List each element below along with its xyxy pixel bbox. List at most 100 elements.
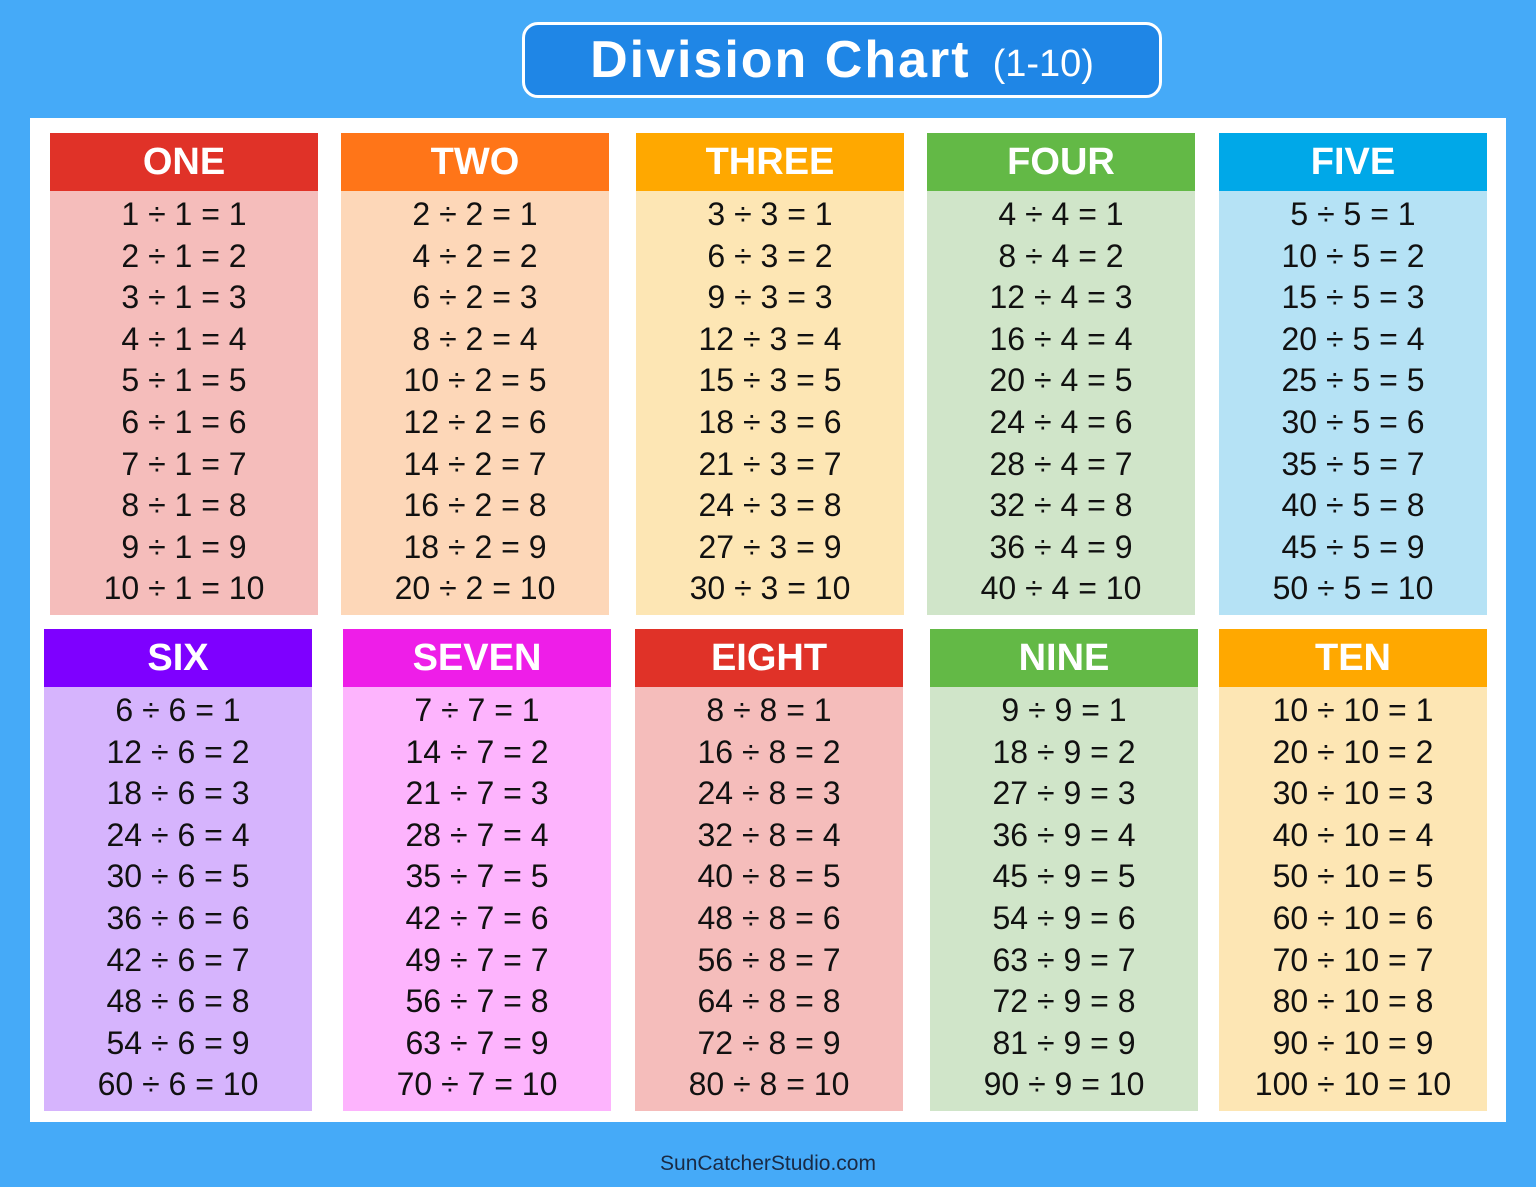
equation: 90 ÷ 10 = 9 <box>1272 1024 1434 1061</box>
title-box: Division Chart (1-10) <box>522 22 1162 98</box>
panel: ONE 1 ÷ 1 = 1 2 ÷ 1 = 2 3 ÷ 1 = 3 4 ÷ 1 = 4 5… <box>30 118 1506 1122</box>
card-body: 8 ÷ 8 = 1 16 ÷ 8 = 2 24 ÷ 8 = 3 32 ÷ 8 = 4 4… <box>635 687 903 1111</box>
equation: 35 ÷ 5 = 7 <box>1281 445 1425 482</box>
card-title: ONE <box>50 133 318 191</box>
equation: 60 ÷ 10 = 6 <box>1272 899 1434 936</box>
card: TWO 2 ÷ 2 = 1 4 ÷ 2 = 2 6 ÷ 2 = 3 8 ÷ 2 = 4 1… <box>341 133 609 615</box>
equation: 1 ÷ 1 = 1 <box>121 196 247 232</box>
equation: 12 ÷ 2 = 6 <box>403 403 547 440</box>
equation: 80 ÷ 10 = 8 <box>1272 983 1434 1020</box>
equation: 40 ÷ 4 = 10 <box>980 570 1142 607</box>
equation: 12 ÷ 6 = 2 <box>106 733 250 770</box>
equation: 10 ÷ 10 = 1 <box>1272 692 1434 728</box>
card: EIGHT 8 ÷ 8 = 1 16 ÷ 8 = 2 24 ÷ 8 = 3 32 ÷ 8… <box>635 629 903 1111</box>
equation: 6 ÷ 6 = 1 <box>115 692 241 728</box>
equation: 16 ÷ 2 = 8 <box>403 487 547 524</box>
subtitle: (1-10) <box>992 42 1094 85</box>
equation: 6 ÷ 1 = 6 <box>121 403 247 440</box>
card-body: 7 ÷ 7 = 1 14 ÷ 7 = 2 21 ÷ 7 = 3 28 ÷ 7 = 4 3… <box>343 687 611 1111</box>
card-body: 2 ÷ 2 = 1 4 ÷ 2 = 2 6 ÷ 2 = 3 8 ÷ 2 = 4 10 ÷… <box>341 191 609 615</box>
equation: 24 ÷ 3 = 8 <box>698 487 842 524</box>
equation: 3 ÷ 3 = 1 <box>707 196 833 232</box>
equation: 15 ÷ 5 = 3 <box>1281 279 1425 316</box>
equation: 7 ÷ 7 = 1 <box>414 692 540 728</box>
card: SIX 6 ÷ 6 = 1 12 ÷ 6 = 2 18 ÷ 6 = 3 24 ÷ 6 =… <box>44 629 312 1111</box>
card-body: 6 ÷ 6 = 1 12 ÷ 6 = 2 18 ÷ 6 = 3 24 ÷ 6 = 4 3… <box>44 687 312 1111</box>
card-body: 4 ÷ 4 = 1 8 ÷ 4 = 2 12 ÷ 4 = 3 16 ÷ 4 = 4 20… <box>927 191 1195 615</box>
equation: 5 ÷ 1 = 5 <box>121 362 247 399</box>
equation: 3 ÷ 1 = 3 <box>121 279 247 316</box>
equation: 24 ÷ 6 = 4 <box>106 816 250 853</box>
equation: 40 ÷ 5 = 8 <box>1281 487 1425 524</box>
equation: 7 ÷ 1 = 7 <box>121 445 247 482</box>
card-title: FOUR <box>927 133 1195 191</box>
equation: 49 ÷ 7 = 7 <box>405 941 549 978</box>
equation: 42 ÷ 7 = 6 <box>405 899 549 936</box>
equation: 32 ÷ 8 = 4 <box>697 816 841 853</box>
equation: 36 ÷ 4 = 9 <box>989 528 1133 565</box>
equation: 18 ÷ 3 = 6 <box>698 403 842 440</box>
card-body: 10 ÷ 10 = 1 20 ÷ 10 = 2 30 ÷ 10 = 3 40 ÷ 10… <box>1219 687 1487 1111</box>
equation: 50 ÷ 10 = 5 <box>1272 858 1434 895</box>
card-title: NINE <box>930 629 1198 687</box>
equation: 10 ÷ 5 = 2 <box>1281 237 1425 274</box>
card-title: FIVE <box>1219 133 1487 191</box>
equation: 30 ÷ 3 = 10 <box>689 570 851 607</box>
equation: 54 ÷ 6 = 9 <box>106 1024 250 1061</box>
equation: 56 ÷ 7 = 8 <box>405 983 549 1020</box>
card-body: 1 ÷ 1 = 1 2 ÷ 1 = 2 3 ÷ 1 = 3 4 ÷ 1 = 4 5 ÷ … <box>50 191 318 615</box>
equation: 27 ÷ 9 = 3 <box>992 775 1136 812</box>
equation: 28 ÷ 7 = 4 <box>405 816 549 853</box>
equation: 80 ÷ 8 = 10 <box>688 1066 850 1103</box>
title: Division Chart <box>590 31 971 89</box>
equation: 6 ÷ 3 = 2 <box>707 237 833 274</box>
equation: 18 ÷ 9 = 2 <box>992 733 1136 770</box>
equation: 30 ÷ 5 = 6 <box>1281 403 1425 440</box>
equation: 2 ÷ 1 = 2 <box>121 237 247 274</box>
equation: 9 ÷ 9 = 1 <box>1001 692 1127 728</box>
equation: 45 ÷ 9 = 5 <box>992 858 1136 895</box>
equation: 12 ÷ 3 = 4 <box>698 320 842 357</box>
equation: 35 ÷ 7 = 5 <box>405 858 549 895</box>
equation: 20 ÷ 10 = 2 <box>1272 733 1434 770</box>
equation: 27 ÷ 3 = 9 <box>698 528 842 565</box>
equation: 70 ÷ 10 = 7 <box>1272 941 1434 978</box>
equation: 72 ÷ 9 = 8 <box>992 983 1136 1020</box>
equation: 48 ÷ 6 = 8 <box>106 983 250 1020</box>
equation: 48 ÷ 8 = 6 <box>697 899 841 936</box>
card-title: EIGHT <box>635 629 903 687</box>
equation: 64 ÷ 8 = 8 <box>697 983 841 1020</box>
equation: 18 ÷ 2 = 9 <box>403 528 547 565</box>
card-title: TWO <box>341 133 609 191</box>
equation: 54 ÷ 9 = 6 <box>992 899 1136 936</box>
equation: 100 ÷ 10 = 10 <box>1254 1066 1452 1103</box>
equation: 40 ÷ 8 = 5 <box>697 858 841 895</box>
equation: 8 ÷ 4 = 2 <box>998 237 1124 274</box>
equation: 15 ÷ 3 = 5 <box>698 362 842 399</box>
equation: 4 ÷ 2 = 2 <box>412 237 538 274</box>
equation: 30 ÷ 6 = 5 <box>106 858 250 895</box>
equation: 24 ÷ 4 = 6 <box>989 403 1133 440</box>
equation: 50 ÷ 5 = 10 <box>1272 570 1434 607</box>
equation: 9 ÷ 3 = 3 <box>707 279 833 316</box>
equation: 56 ÷ 8 = 7 <box>697 941 841 978</box>
equation: 32 ÷ 4 = 8 <box>989 487 1133 524</box>
equation: 4 ÷ 4 = 1 <box>998 196 1124 232</box>
equation: 60 ÷ 6 = 10 <box>97 1066 259 1103</box>
equation: 8 ÷ 2 = 4 <box>412 320 538 357</box>
equation: 12 ÷ 4 = 3 <box>989 279 1133 316</box>
equation: 9 ÷ 1 = 9 <box>121 528 247 565</box>
equation: 36 ÷ 9 = 4 <box>992 816 1136 853</box>
card-title: SIX <box>44 629 312 687</box>
equation: 36 ÷ 6 = 6 <box>106 899 250 936</box>
equation: 90 ÷ 9 = 10 <box>983 1066 1145 1103</box>
card-title: TEN <box>1219 629 1487 687</box>
equation: 70 ÷ 7 = 10 <box>396 1066 558 1103</box>
card-body: 3 ÷ 3 = 1 6 ÷ 3 = 2 9 ÷ 3 = 3 12 ÷ 3 = 4 15 … <box>636 191 904 615</box>
card: FIVE 5 ÷ 5 = 1 10 ÷ 5 = 2 15 ÷ 5 = 3 20 ÷ 5 … <box>1219 133 1487 615</box>
equation: 14 ÷ 2 = 7 <box>403 445 547 482</box>
equation: 10 ÷ 1 = 10 <box>103 570 265 607</box>
equation: 40 ÷ 10 = 4 <box>1272 816 1434 853</box>
equation: 63 ÷ 7 = 9 <box>405 1024 549 1061</box>
